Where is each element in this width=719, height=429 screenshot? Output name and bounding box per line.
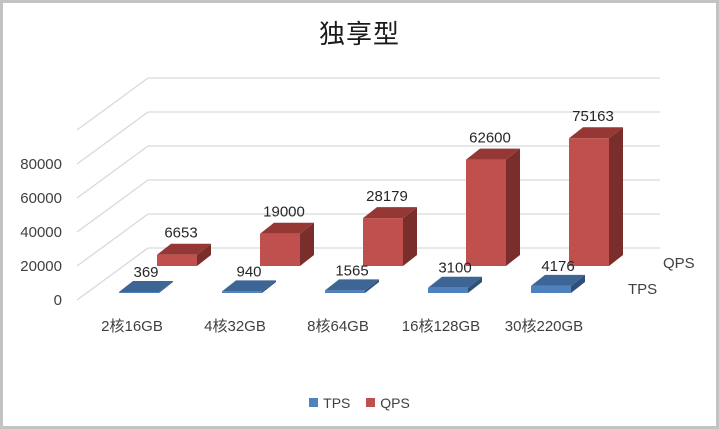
y-tick-label: 0 xyxy=(54,292,62,309)
qps-bar-side xyxy=(300,222,314,266)
chart-title: 独享型 xyxy=(318,20,400,50)
tps-bar-side xyxy=(262,280,276,293)
qps-bar-front xyxy=(466,159,506,266)
gridline-side xyxy=(76,179,149,233)
tps-data-label: 940 xyxy=(236,263,261,280)
tps-bar-front xyxy=(119,292,159,293)
tps-bar-side xyxy=(571,274,585,293)
qps-bar-front xyxy=(363,218,403,266)
legend-label-tps: TPS xyxy=(323,394,351,411)
qps-data-label: 75163 xyxy=(572,108,614,125)
tps-data-label: 4176 xyxy=(541,258,574,275)
qps-bar-top xyxy=(363,207,417,219)
qps-bar-side xyxy=(197,243,211,266)
qps-bar-top xyxy=(157,243,211,255)
tps-bar-front xyxy=(222,291,262,293)
tps-bar-front xyxy=(325,290,365,293)
legend-swatch-qps xyxy=(366,398,376,407)
qps-bar-front xyxy=(157,254,197,266)
y-tick-label: 20000 xyxy=(20,258,62,275)
tps-data-label: 369 xyxy=(133,264,158,281)
qps-bar-front xyxy=(569,138,609,266)
tps-bar-top xyxy=(531,274,585,286)
x-tick-label: 16核128GB xyxy=(402,318,480,335)
qps-bar-side xyxy=(506,148,520,266)
qps-bar-side xyxy=(403,207,417,266)
legend-label-qps: QPS xyxy=(380,394,410,411)
tps-bar-top xyxy=(325,279,379,291)
legend: TPS QPS xyxy=(0,394,719,411)
y-tick-label: 40000 xyxy=(20,224,62,241)
qps-bar-top xyxy=(466,148,520,160)
tps-bar-side xyxy=(365,279,379,293)
tps-bar-side xyxy=(468,276,482,293)
x-tick-label: 2核16GB xyxy=(101,318,163,335)
y-tick-label: 60000 xyxy=(20,190,62,207)
x-tick-label: 4核32GB xyxy=(204,318,266,335)
gridline-side xyxy=(76,77,149,131)
qps-bar-front xyxy=(260,233,300,266)
depth-label-qps: QPS xyxy=(663,255,695,272)
tps-data-label: 3100 xyxy=(438,260,471,277)
tps-bar-top xyxy=(222,280,276,292)
legend-swatch-tps xyxy=(309,398,319,407)
depth-label-tps: TPS xyxy=(628,281,657,298)
qps-data-label: 28179 xyxy=(366,188,408,205)
tps-bar-side xyxy=(159,281,173,293)
legend-item-qps[interactable]: QPS xyxy=(366,395,410,411)
gridline-side xyxy=(76,213,149,267)
y-tick-label: 80000 xyxy=(20,156,62,173)
x-tick-label: 30核220GB xyxy=(505,318,583,335)
tps-bar-front xyxy=(531,285,571,293)
gridline-side xyxy=(76,247,149,301)
qps-data-label: 62600 xyxy=(469,130,511,147)
gridline-side xyxy=(76,145,149,199)
qps-data-label: 6653 xyxy=(164,225,197,242)
tps-bar-front xyxy=(428,287,468,293)
qps-data-label: 19000 xyxy=(263,204,305,221)
tps-bar-top xyxy=(428,276,482,288)
qps-bar-top xyxy=(260,222,314,234)
qps-bar-side xyxy=(609,127,623,266)
tps-data-label: 1565 xyxy=(335,262,368,279)
qps-bar-top xyxy=(569,127,623,139)
tps-bar-top xyxy=(119,281,173,292)
legend-item-tps[interactable]: TPS xyxy=(309,395,350,411)
gridline-side xyxy=(76,111,149,165)
x-tick-label: 8核64GB xyxy=(307,318,369,335)
